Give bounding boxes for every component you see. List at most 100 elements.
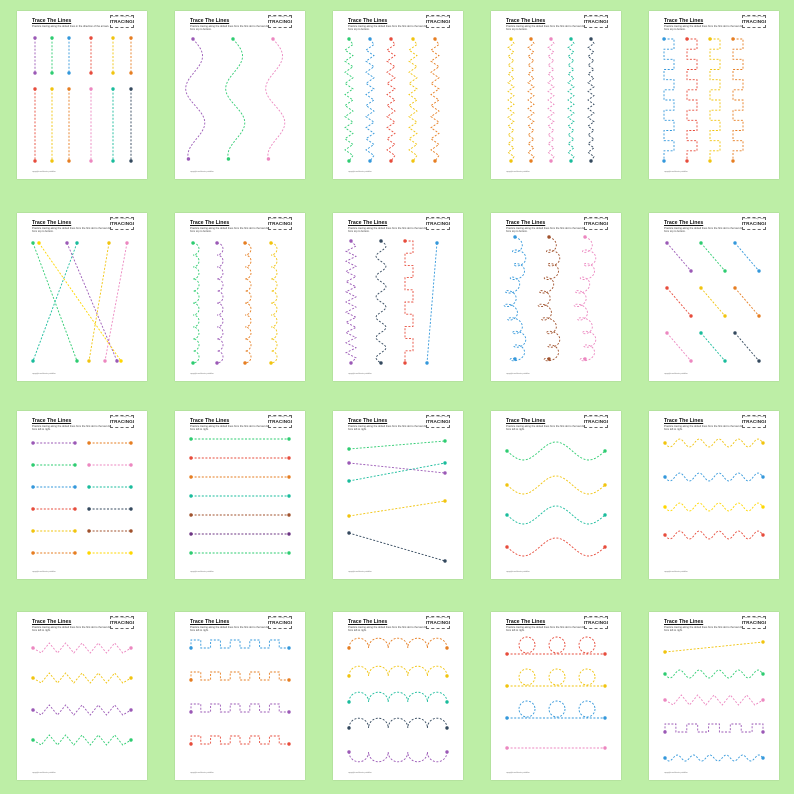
trace-circle <box>578 668 596 686</box>
worksheet-footer: copyright worksheets printables <box>506 772 530 774</box>
start-dot <box>685 37 689 41</box>
worksheet-title: Trace The Lines <box>190 220 230 226</box>
worksheet-vertical-waves: Trace The Lines Practice tracing along th… <box>175 11 305 179</box>
start-dot <box>347 447 351 451</box>
logo-subtext: Practice · Tracing · Lines <box>427 617 449 619</box>
start-dot <box>761 672 765 676</box>
start-dot <box>663 441 667 445</box>
start-dot <box>243 361 247 365</box>
trace-path <box>506 475 606 495</box>
tracing-logo: Practice · Tracing · Lines TRACING <box>584 217 608 230</box>
logo-text: TRACING <box>743 419 765 425</box>
trace-path <box>190 671 289 681</box>
start-dot <box>189 742 193 746</box>
worksheet-footer: copyright worksheets printables <box>32 772 56 774</box>
start-dot <box>509 37 513 41</box>
start-dot <box>603 716 607 720</box>
start-dot <box>31 738 35 742</box>
start-dot <box>665 331 669 335</box>
trace-line <box>88 242 110 362</box>
worksheet-title: Trace The Lines <box>506 619 546 625</box>
worksheet-instruction: Practice tracing along the dotted lines … <box>664 425 744 432</box>
logo-subtext: Practice · Tracing · Lines <box>269 16 291 18</box>
start-dot <box>603 652 607 656</box>
trace-line <box>700 332 726 362</box>
start-dot <box>111 159 115 163</box>
start-dot <box>411 159 415 163</box>
start-dot <box>445 674 449 678</box>
start-dot <box>50 36 54 40</box>
start-dot <box>513 235 517 239</box>
worksheet-horizontal-small-waves: Trace The Lines Practice tracing along th… <box>649 411 779 579</box>
start-dot <box>379 239 383 243</box>
trace-line <box>426 242 438 364</box>
tracing-logo: Practice · Tracing · Lines TRACING <box>584 616 608 629</box>
worksheet-footer: copyright worksheets printables <box>190 373 214 375</box>
worksheet-vertical-scallops: Trace The Lines Practice tracing along th… <box>175 213 305 381</box>
start-dot <box>389 37 393 41</box>
worksheet-footer: copyright worksheets printables <box>190 571 214 573</box>
start-dot <box>33 87 37 91</box>
worksheet-footer: copyright worksheets printables <box>664 772 688 774</box>
start-dot <box>663 672 667 676</box>
start-dot <box>31 551 35 555</box>
worksheet-mixed-vertical: Trace The Lines Practice tracing along th… <box>333 213 463 381</box>
start-dot <box>761 533 765 537</box>
start-dot <box>347 750 351 754</box>
start-dot <box>689 269 693 273</box>
start-dot <box>445 646 449 650</box>
start-dot <box>73 485 77 489</box>
start-dot <box>269 361 273 365</box>
logo-text: TRACING <box>269 221 291 227</box>
worksheet-instruction: Practice tracing along the dotted lines … <box>664 25 744 32</box>
tracing-logo: Practice · Tracing · Lines TRACING <box>426 217 450 230</box>
trace-path <box>348 717 448 729</box>
tracing-logo: Practice · Tracing · Lines TRACING <box>110 415 134 428</box>
start-dot <box>33 36 37 40</box>
logo-subtext: Practice · Tracing · Lines <box>585 218 607 220</box>
tracing-pattern <box>503 235 597 362</box>
worksheet-instruction: Practice tracing along the dotted lines … <box>664 626 744 633</box>
logo-subtext: Practice · Tracing · Lines <box>585 16 607 18</box>
worksheet-horizontal-arches: Trace The Lines Practice tracing along th… <box>333 612 463 780</box>
trace-path <box>32 734 132 746</box>
tracing-pattern <box>345 239 439 365</box>
start-dot <box>731 37 735 41</box>
tracing-pattern <box>31 441 133 555</box>
start-dot <box>73 529 77 533</box>
start-dot <box>583 235 587 239</box>
trace-line <box>348 500 446 517</box>
start-dot <box>129 36 133 40</box>
trace-path <box>537 236 561 362</box>
start-dot <box>665 286 669 290</box>
start-dot <box>287 532 291 536</box>
start-dot <box>723 269 727 273</box>
logo-subtext: Practice · Tracing · Lines <box>743 416 765 418</box>
worksheet-title: Trace The Lines <box>32 619 72 625</box>
trace-path <box>404 240 414 363</box>
trace-line <box>348 532 446 562</box>
start-dot <box>347 726 351 730</box>
start-dot <box>89 71 93 75</box>
worksheet-instruction: Practice tracing along the dotted lines … <box>190 425 270 432</box>
trace-path <box>32 672 132 684</box>
start-dot <box>129 507 133 511</box>
trace-path <box>664 694 764 706</box>
tracing-logo: Practice · Tracing · Lines TRACING <box>742 616 766 629</box>
start-dot <box>119 359 123 363</box>
start-dot <box>287 437 291 441</box>
start-dot <box>368 159 372 163</box>
start-dot <box>189 532 193 536</box>
start-dot <box>111 36 115 40</box>
trace-path <box>265 38 286 160</box>
logo-text: TRACING <box>111 620 133 626</box>
start-dot <box>505 684 509 688</box>
logo-subtext: Practice · Tracing · Lines <box>427 416 449 418</box>
start-dot <box>529 37 533 41</box>
start-dot <box>731 159 735 163</box>
start-dot <box>50 71 54 75</box>
worksheet-instruction: Practice tracing along the dotted lines … <box>348 25 428 32</box>
start-dot <box>347 37 351 41</box>
start-dot <box>129 708 133 712</box>
worksheet-footer: copyright worksheets printables <box>348 171 372 173</box>
